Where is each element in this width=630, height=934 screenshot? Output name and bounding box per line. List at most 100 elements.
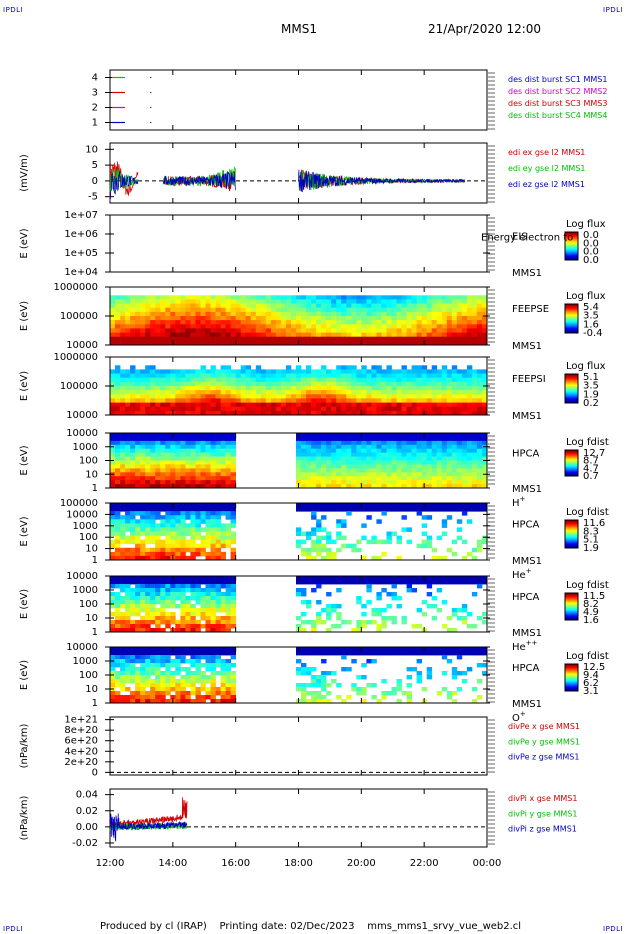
colorbar-cell-3 (565, 325, 578, 328)
colorbar-cell-5 (565, 451, 578, 453)
species-charge-8: + (520, 710, 526, 718)
colorbar-cell-7 (565, 617, 578, 620)
colorbar-cell-7 (565, 612, 578, 614)
edi-series-2-1 (163, 171, 236, 191)
colorbar-tick-2-0: 0.0 (583, 230, 599, 241)
colorbar-cell-2 (565, 240, 578, 242)
colorbar-cell-8 (565, 665, 578, 667)
corner-label-top-left: IPDLI (3, 6, 24, 14)
colorbar-cell-4 (565, 382, 578, 385)
colorbar-cell-2 (565, 244, 578, 247)
colorbar-cell-6 (565, 520, 578, 522)
ytick-label-5-0: 1 (92, 483, 98, 494)
colorbar-tick-8-2: 6.2 (583, 678, 599, 689)
colorbar-cell-6 (565, 538, 578, 541)
colorbar-cell-5 (565, 450, 578, 452)
ylabel-1: (mV/m) (19, 154, 30, 192)
legend-entry-0-2: des dist burst SC3 MMS3 (508, 99, 607, 108)
colorbar-cell-4 (565, 390, 578, 393)
time-tick-label-3: 18:00 (284, 858, 313, 869)
colorbar-cell-4 (565, 399, 578, 402)
colorbar-cell-4 (565, 376, 578, 379)
ytick-label-5-2: 100 (79, 456, 98, 467)
ytick-label-8-2: 100 (79, 670, 98, 681)
instrument-label-7: HPCA (512, 592, 540, 603)
ytick-label-10-1: 0.00 (76, 822, 98, 833)
colorbar-cell-3 (565, 313, 578, 316)
species-charge-6: + (526, 567, 532, 575)
colorbar-cell-4 (565, 386, 578, 388)
colorbar-cell-8 (565, 677, 578, 680)
colorbar-cell-2 (565, 250, 578, 253)
spacecraft-label-5: MMS1 (512, 484, 542, 495)
species-charge-5: + (520, 495, 526, 503)
ylabel-3: E (eV) (19, 301, 30, 331)
colorbar-cell-5 (565, 456, 578, 459)
colorbar-cell-8 (565, 671, 578, 674)
header-datetime: 21/Apr/2020 12:00 (428, 22, 542, 36)
colorbar-tick-5-2: 4.7 (583, 463, 599, 474)
footer-produced-by: Produced by cl (IRAP) (100, 921, 207, 932)
colorbar-cell-3 (565, 312, 578, 315)
instrument-label-6: HPCA (512, 520, 540, 531)
ytick-label-0-3: 4 (92, 73, 98, 84)
colorbar-cell-3 (565, 308, 578, 311)
colorbar-cell-5 (565, 471, 578, 474)
ytick-label-5-1: 10 (85, 469, 98, 480)
colorbar-cell-6 (565, 529, 578, 531)
colorbar-cell-8 (565, 682, 578, 684)
ytick-label-6-5: 100000 (60, 498, 98, 509)
colorbar-cell-5 (565, 452, 578, 454)
colorbar-tick-4-1: 3.5 (583, 381, 599, 392)
colorbar-cell-4 (565, 377, 578, 380)
spacecraft-label-2: MMS1 (512, 268, 542, 279)
colorbar-cell-6 (565, 527, 578, 529)
instrument-label-4: FEEPSI (512, 374, 546, 385)
ylabel-10: (nPa/km) (19, 796, 30, 841)
colorbar-title-8: Log fdist (566, 651, 609, 662)
colorbar-cell-6 (565, 543, 578, 545)
ylabel-2: E (eV) (19, 228, 30, 258)
ytick-label-6-3: 1000 (73, 521, 98, 532)
colorbar-cell-6 (565, 534, 578, 536)
colorbar-cell-7 (565, 599, 578, 602)
edi-series-1-0 (109, 168, 139, 193)
colorbar-cell-2 (565, 236, 578, 239)
ytick-label-0-2: 3 (92, 88, 98, 99)
colorbar-cell-5 (565, 463, 578, 465)
divpe-panel-frame (109, 716, 488, 776)
colorbar-cell-4 (565, 395, 578, 398)
colorbar-cell-6 (565, 522, 578, 524)
colorbar-cell-4 (565, 378, 578, 381)
spacecraft-label-7: MMS1 (512, 628, 542, 639)
colorbar-cell-2 (565, 233, 578, 235)
colorbar-cell-8 (565, 680, 578, 683)
colorbar-cell-4 (565, 389, 578, 392)
colorbar-cell-7 (565, 595, 578, 597)
colorbar-cell-6 (565, 542, 578, 544)
colorbar-cell-6 (565, 532, 578, 535)
colorbar-tick-4-3: 0.2 (583, 398, 599, 409)
colorbar-cell-2 (565, 234, 578, 236)
burst-dot-3 (150, 121, 152, 124)
colorbar-tick-2-1: 0.0 (583, 238, 599, 249)
colorbar-cell-7 (565, 607, 578, 610)
ytick-label-2-0: 1e+04 (64, 267, 98, 278)
colorbar-cell-8 (565, 685, 578, 687)
colorbar-cell-5 (565, 473, 578, 476)
ytick-label-8-0: 1 (92, 698, 98, 709)
colorbar-cell-8 (565, 664, 578, 666)
colorbar-cell-5 (565, 468, 578, 470)
heatmap-6 (110, 503, 488, 561)
colorbar-5 (564, 449, 579, 477)
footer-printing-date: Printing date: 02/Dec/2023 (219, 921, 355, 932)
colorbar-cell-6 (565, 536, 578, 538)
ylabel-9: (nPa/km) (19, 724, 30, 769)
burst-dot-1 (150, 91, 152, 94)
colorbar-cell-8 (565, 670, 578, 673)
colorbar-cell-3 (565, 329, 578, 332)
colorbar-cell-3 (565, 306, 578, 309)
colorbar-tick-6-0: 11.6 (583, 518, 605, 529)
ytick-label-9-1: 2e+20 (64, 757, 98, 768)
colorbar-cell-4 (565, 381, 578, 383)
